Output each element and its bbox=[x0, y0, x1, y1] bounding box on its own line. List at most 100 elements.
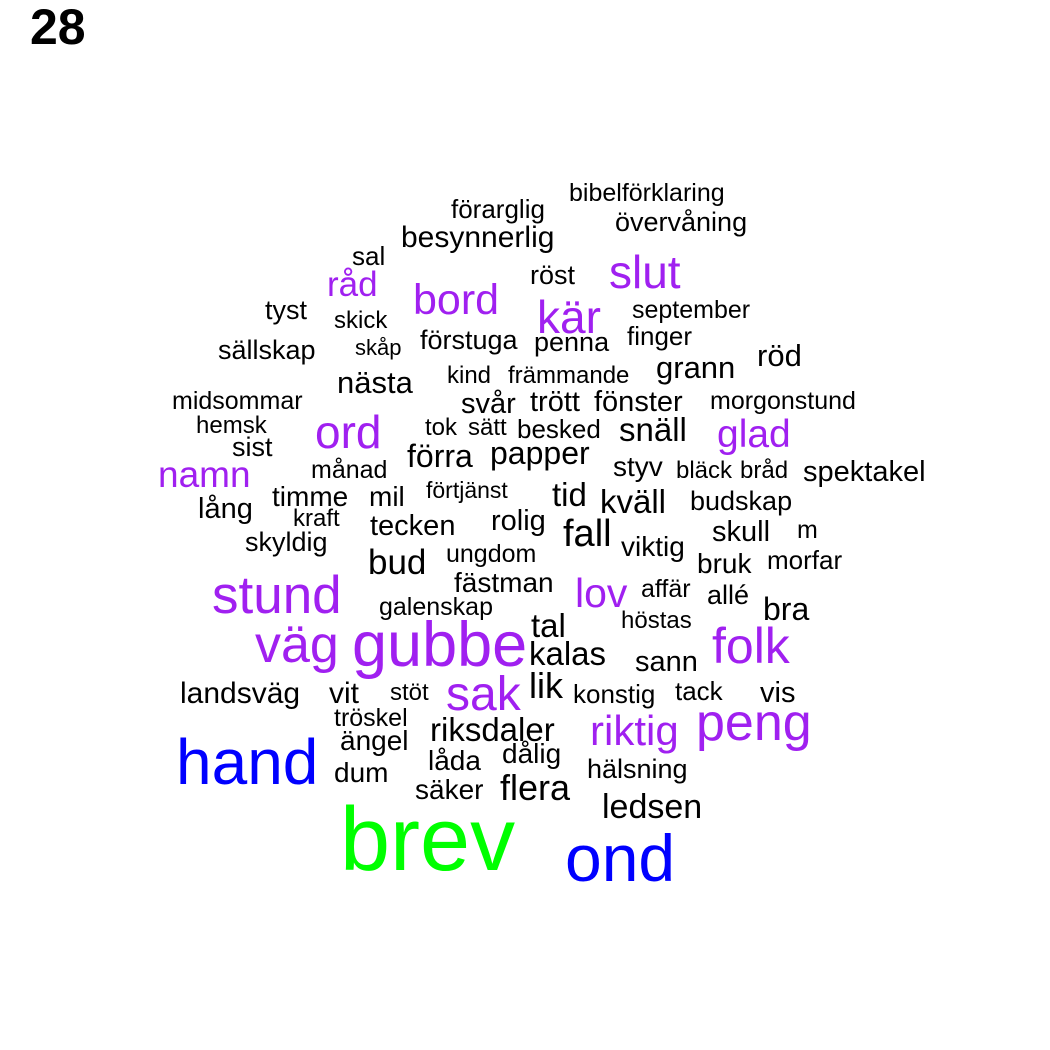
word: förstuga bbox=[420, 325, 518, 355]
word: sällskap bbox=[218, 335, 316, 365]
word: glad bbox=[717, 413, 791, 456]
word: kär bbox=[537, 291, 601, 343]
word: midsommar bbox=[172, 387, 303, 415]
word: brev bbox=[340, 790, 516, 890]
word: tok bbox=[425, 414, 458, 441]
word: allé bbox=[707, 580, 750, 610]
word: folk bbox=[712, 618, 790, 674]
word: trött bbox=[530, 386, 580, 418]
word: dum bbox=[334, 757, 389, 788]
word: skull bbox=[712, 516, 771, 548]
word: gubbe bbox=[352, 610, 528, 680]
word: röst bbox=[530, 260, 576, 290]
page-number: 28 bbox=[30, 0, 86, 55]
word: papper bbox=[490, 435, 590, 471]
word: bud bbox=[368, 543, 427, 582]
word: landsväg bbox=[180, 677, 301, 710]
word: konstig bbox=[573, 679, 656, 709]
word: råd bbox=[327, 265, 378, 304]
word: kind bbox=[447, 362, 492, 389]
word: styv bbox=[613, 451, 663, 482]
word: snäll bbox=[619, 411, 687, 448]
word: kalas bbox=[529, 635, 607, 672]
word: förarglig bbox=[451, 194, 545, 224]
word: riktig bbox=[590, 707, 679, 754]
word: svår bbox=[461, 388, 516, 420]
word: säker bbox=[415, 774, 484, 805]
word: ängel bbox=[340, 725, 409, 756]
word: sätt bbox=[468, 414, 507, 441]
word: bläck bbox=[676, 457, 733, 484]
word: flera bbox=[500, 767, 571, 808]
word: viktig bbox=[621, 531, 685, 562]
word: vit bbox=[329, 677, 359, 710]
word: lång bbox=[198, 493, 253, 525]
word: sist bbox=[232, 432, 273, 462]
word: bra bbox=[763, 591, 810, 627]
word: skick bbox=[334, 307, 388, 334]
word: hälsning bbox=[587, 754, 688, 784]
word: höstas bbox=[621, 607, 692, 634]
word: vis bbox=[760, 677, 796, 709]
word: röd bbox=[757, 338, 802, 373]
word: hemsk bbox=[196, 412, 267, 439]
word: affär bbox=[641, 575, 691, 603]
word: ungdom bbox=[446, 540, 537, 568]
word: fästman bbox=[454, 567, 554, 598]
word: fönster bbox=[594, 386, 683, 418]
word: tid bbox=[552, 476, 587, 513]
word: låda bbox=[428, 745, 481, 776]
word: sak bbox=[446, 668, 521, 721]
word: peng bbox=[696, 694, 812, 752]
word: främmande bbox=[508, 362, 630, 389]
word: sann bbox=[635, 646, 698, 678]
word: nästa bbox=[337, 365, 413, 400]
word: riksdaler bbox=[430, 711, 555, 748]
word: bord bbox=[413, 276, 500, 324]
word: förtjänst bbox=[426, 477, 508, 503]
word: besynnerlig bbox=[401, 221, 555, 254]
word: slut bbox=[609, 246, 681, 298]
word: besked bbox=[517, 414, 601, 444]
word: ord bbox=[315, 406, 382, 458]
word: fall bbox=[563, 513, 612, 555]
word: tecken bbox=[370, 510, 456, 542]
word: rolig bbox=[491, 505, 546, 537]
word: bruk bbox=[697, 548, 752, 579]
word: bråd bbox=[740, 457, 789, 484]
word: månad bbox=[311, 456, 388, 484]
word: finger bbox=[627, 321, 693, 351]
word: kraft bbox=[293, 505, 340, 532]
word: penna bbox=[534, 327, 610, 357]
word: tal bbox=[531, 607, 566, 644]
word: övervåning bbox=[615, 207, 748, 237]
word: tack bbox=[675, 676, 723, 706]
word: väg bbox=[255, 616, 339, 674]
word: galenskap bbox=[379, 593, 493, 621]
word: tyst bbox=[265, 295, 308, 325]
word: timme bbox=[272, 481, 349, 512]
word: förra bbox=[407, 438, 473, 474]
word: grann bbox=[656, 350, 736, 385]
word: kväll bbox=[600, 483, 667, 520]
word: sal bbox=[352, 241, 386, 271]
word: lik bbox=[529, 665, 563, 706]
word: namn bbox=[158, 454, 251, 495]
word: lov bbox=[575, 570, 628, 616]
word: morgonstund bbox=[710, 387, 856, 415]
word: ledsen bbox=[602, 788, 703, 826]
word: mil bbox=[369, 481, 405, 512]
word: budskap bbox=[690, 486, 793, 516]
word: dålig bbox=[502, 738, 562, 769]
word: bibelförklaring bbox=[569, 179, 725, 207]
word: ond bbox=[565, 821, 676, 895]
word: spektakel bbox=[803, 456, 926, 488]
word: stöt bbox=[390, 679, 429, 706]
word: hand bbox=[176, 726, 319, 798]
word: skyldig bbox=[245, 527, 328, 557]
word: stund bbox=[212, 566, 342, 625]
word: morfar bbox=[767, 545, 843, 575]
word: skåp bbox=[355, 335, 402, 360]
word: m bbox=[797, 516, 818, 544]
